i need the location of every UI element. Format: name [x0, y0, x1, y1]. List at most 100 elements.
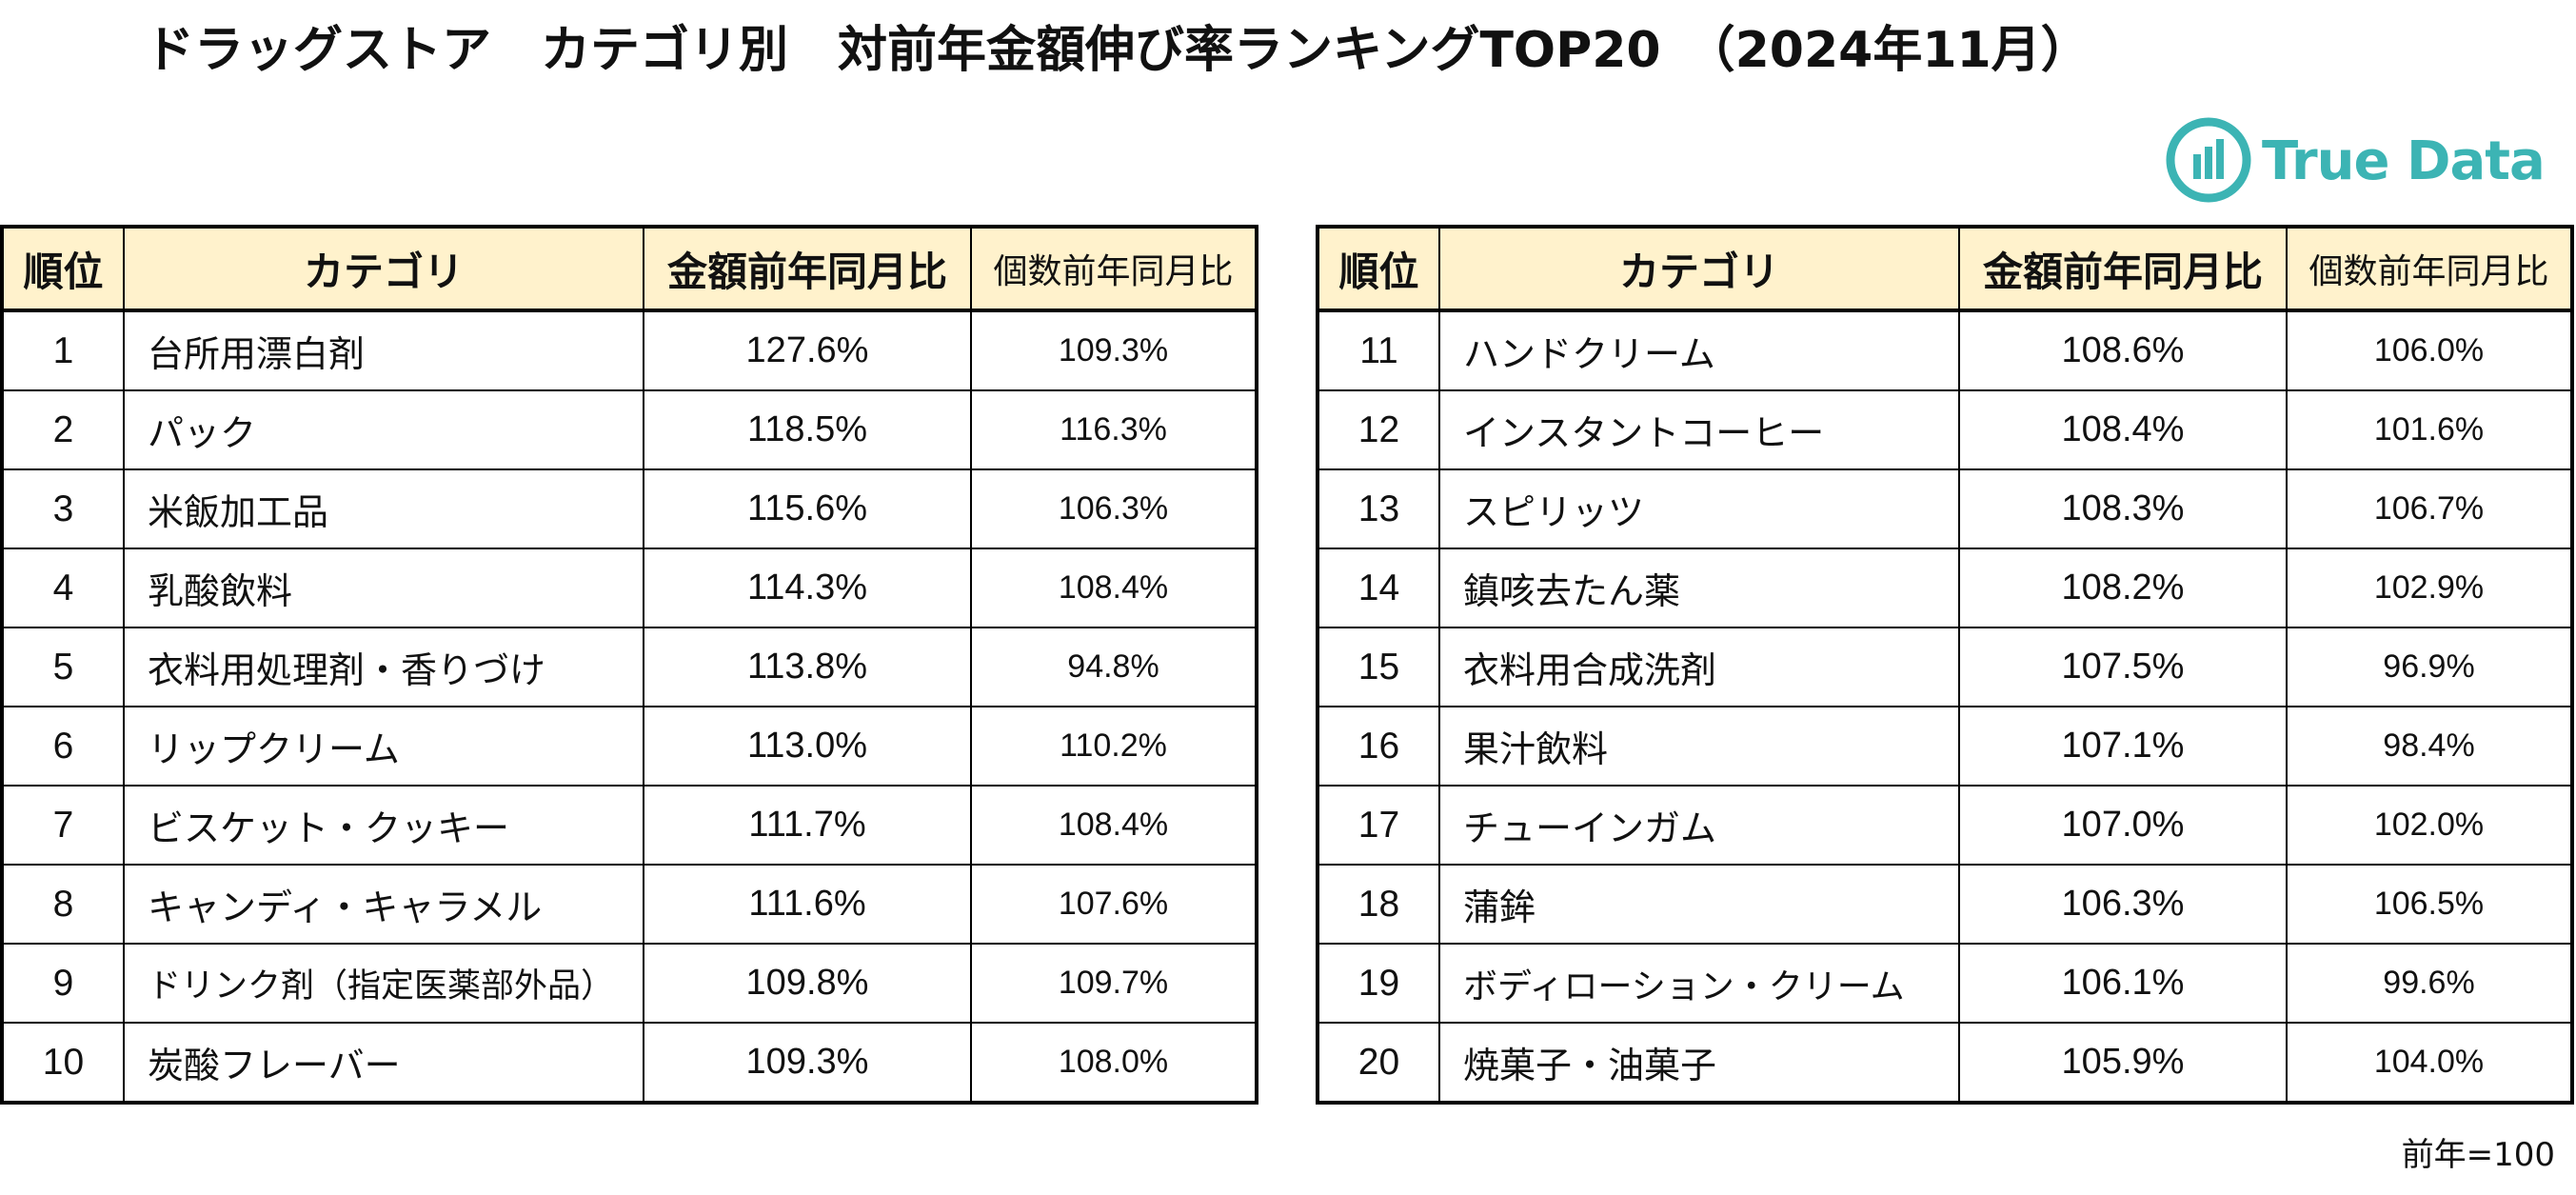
unit-yoy-cell: 116.3%: [970, 389, 1258, 470]
unit-yoy-cell: 106.3%: [970, 468, 1258, 549]
table-header-row: 順位 カテゴリ 金額前年同月比 個数前年同月比: [1317, 226, 2573, 312]
unit-yoy-cell: 108.4%: [970, 785, 1258, 866]
truedata-logo-icon: [2166, 117, 2251, 203]
logo-text: True Data: [2262, 130, 2546, 192]
rank-cell: 10: [1, 1022, 125, 1104]
table-row: 5 衣料用処理剤・香りづけ 113.8% 94.8%: [1, 627, 1258, 707]
value-yoy-cell: 107.5%: [1958, 627, 2288, 707]
truedata-logo: True Data: [2165, 112, 2546, 208]
category-cell: 衣料用合成洗剤: [1438, 627, 1960, 707]
table-row: 16 果汁飲料 107.1% 98.4%: [1317, 706, 2573, 787]
unit-yoy-cell: 108.4%: [970, 548, 1258, 628]
category-cell: 炭酸フレーバー: [123, 1022, 644, 1104]
rank-cell: 20: [1317, 1022, 1440, 1104]
value-yoy-cell: 111.6%: [643, 864, 972, 945]
value-yoy-cell: 113.8%: [643, 627, 972, 707]
value-yoy-cell: 115.6%: [643, 468, 972, 549]
rank-cell: 15: [1317, 627, 1440, 707]
header-unit-yoy: 個数前年同月比: [2286, 226, 2573, 312]
value-yoy-cell: 109.8%: [643, 943, 972, 1024]
category-cell: ドリンク剤（指定医薬部外品）: [123, 943, 644, 1024]
table-row: 18 蒲鉾 106.3% 106.5%: [1317, 864, 2573, 945]
table-row: 3 米飯加工品 115.6% 106.3%: [1, 468, 1258, 549]
table-row: 1 台所用漂白剤 127.6% 109.3%: [1, 309, 1258, 391]
value-yoy-cell: 127.6%: [643, 309, 972, 391]
table-row: 4 乳酸飲料 114.3% 108.4%: [1, 548, 1258, 628]
table-row: 7 ビスケット・クッキー 111.7% 108.4%: [1, 785, 1258, 866]
value-yoy-cell: 108.4%: [1958, 389, 2288, 470]
rank-cell: 4: [1, 548, 125, 628]
unit-yoy-cell: 99.6%: [2286, 943, 2573, 1024]
value-yoy-cell: 107.1%: [1958, 706, 2288, 787]
table-row: 12 インスタントコーヒー 108.4% 101.6%: [1317, 389, 2573, 470]
unit-yoy-cell: 104.0%: [2286, 1022, 2573, 1104]
rank-cell: 16: [1317, 706, 1440, 787]
value-yoy-cell: 118.5%: [643, 389, 972, 470]
ranking-table-11-20: 順位 カテゴリ 金額前年同月比 個数前年同月比 11 ハンドクリーム 108.6…: [1316, 225, 2574, 1105]
table-row: 8 キャンディ・キャラメル 111.6% 107.6%: [1, 864, 1258, 945]
value-yoy-cell: 106.3%: [1958, 864, 2288, 945]
value-yoy-cell: 108.2%: [1958, 548, 2288, 628]
value-yoy-cell: 105.9%: [1958, 1022, 2288, 1104]
unit-yoy-cell: 106.5%: [2286, 864, 2573, 945]
rank-cell: 7: [1, 785, 125, 866]
header-value-yoy: 金額前年同月比: [643, 226, 972, 312]
rank-cell: 1: [1, 309, 125, 391]
table-row: 20 焼菓子・油菓子 105.9% 104.0%: [1317, 1022, 2573, 1104]
category-cell: 鎮咳去たん薬: [1438, 548, 1960, 628]
table-row: 13 スピリッツ 108.3% 106.7%: [1317, 468, 2573, 549]
unit-yoy-cell: 102.0%: [2286, 785, 2573, 866]
rank-cell: 5: [1, 627, 125, 707]
rank-cell: 2: [1, 389, 125, 470]
rank-cell: 13: [1317, 468, 1440, 549]
rank-cell: 17: [1317, 785, 1440, 866]
header-rank: 順位: [1317, 226, 1440, 312]
header-rank: 順位: [1, 226, 125, 312]
value-yoy-cell: 114.3%: [643, 548, 972, 628]
unit-yoy-cell: 109.3%: [970, 309, 1258, 391]
value-yoy-cell: 111.7%: [643, 785, 972, 866]
unit-yoy-cell: 98.4%: [2286, 706, 2573, 787]
category-cell: ビスケット・クッキー: [123, 785, 644, 866]
category-cell: 蒲鉾: [1438, 864, 1960, 945]
category-cell: 焼菓子・油菓子: [1438, 1022, 1960, 1104]
table-header-row: 順位 カテゴリ 金額前年同月比 個数前年同月比: [1, 226, 1258, 312]
category-cell: 台所用漂白剤: [123, 309, 644, 391]
rank-cell: 8: [1, 864, 125, 945]
page-title: ドラッグストア カテゴリ別 対前年金額伸び率ランキングTOP20 （2024年1…: [145, 22, 2091, 79]
unit-yoy-cell: 101.6%: [2286, 389, 2573, 470]
unit-yoy-cell: 109.7%: [970, 943, 1258, 1024]
category-cell: 衣料用処理剤・香りづけ: [123, 627, 644, 707]
table-row: 19 ボディローション・クリーム 106.1% 99.6%: [1317, 943, 2573, 1024]
value-yoy-cell: 113.0%: [643, 706, 972, 787]
table-row: 11 ハンドクリーム 108.6% 106.0%: [1317, 309, 2573, 391]
unit-yoy-cell: 108.0%: [970, 1022, 1258, 1104]
header-unit-yoy: 個数前年同月比: [970, 226, 1258, 312]
category-cell: パック: [123, 389, 644, 470]
unit-yoy-cell: 106.7%: [2286, 468, 2573, 549]
table-row: 17 チューインガム 107.0% 102.0%: [1317, 785, 2573, 866]
category-cell: 米飯加工品: [123, 468, 644, 549]
table-row: 15 衣料用合成洗剤 107.5% 96.9%: [1317, 627, 2573, 707]
category-cell: スピリッツ: [1438, 468, 1960, 549]
category-cell: インスタントコーヒー: [1438, 389, 1960, 470]
unit-yoy-cell: 96.9%: [2286, 627, 2573, 707]
unit-yoy-cell: 106.0%: [2286, 309, 2573, 391]
unit-yoy-cell: 94.8%: [970, 627, 1258, 707]
value-yoy-cell: 108.6%: [1958, 309, 2288, 391]
rank-cell: 19: [1317, 943, 1440, 1024]
category-cell: ボディローション・クリーム: [1438, 943, 1960, 1024]
rank-cell: 11: [1317, 309, 1440, 391]
table-row: 10 炭酸フレーバー 109.3% 108.0%: [1, 1022, 1258, 1104]
rank-cell: 14: [1317, 548, 1440, 628]
category-cell: チューインガム: [1438, 785, 1960, 866]
ranking-table-top10: 順位 カテゴリ 金額前年同月比 個数前年同月比 1 台所用漂白剤 127.6% …: [0, 225, 1258, 1105]
table-row: 14 鎮咳去たん薬 108.2% 102.9%: [1317, 548, 2573, 628]
footnote: 前年=100: [2401, 1136, 2555, 1174]
unit-yoy-cell: 110.2%: [970, 706, 1258, 787]
rank-cell: 3: [1, 468, 125, 549]
rank-cell: 9: [1, 943, 125, 1024]
value-yoy-cell: 106.1%: [1958, 943, 2288, 1024]
value-yoy-cell: 107.0%: [1958, 785, 2288, 866]
category-cell: リップクリーム: [123, 706, 644, 787]
